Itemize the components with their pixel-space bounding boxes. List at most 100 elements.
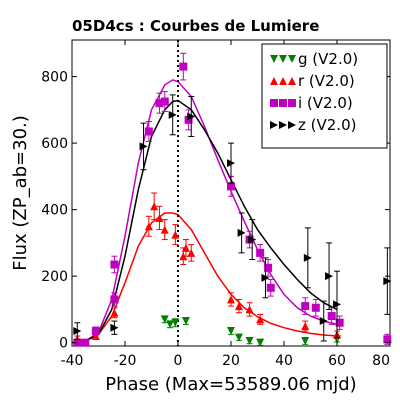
legend-entry-i: i (V2.0) [270, 94, 353, 112]
x-tick-label: 80 [372, 353, 390, 369]
point-r-13 [245, 302, 254, 317]
point-g-7 [256, 338, 265, 347]
legend-marker-g [288, 55, 296, 63]
legend-marker-r [288, 77, 296, 85]
marker-z [168, 110, 177, 119]
point-i-9 [184, 109, 193, 131]
marker-r [187, 248, 196, 257]
point-r-7 [171, 224, 180, 246]
marker-r [110, 308, 119, 317]
marker-g [234, 333, 243, 342]
point-g-6 [245, 337, 254, 346]
chart-title: 05D4cs : Courbes de Lumiere [72, 17, 319, 35]
marker-g [301, 337, 310, 346]
data-points [73, 52, 392, 347]
marker-r [234, 302, 243, 311]
legend-marker-g [279, 55, 287, 63]
point-r-2 [110, 307, 119, 319]
point-r-6 [160, 219, 169, 241]
point-z-8 [261, 257, 270, 299]
marker-i [179, 62, 188, 71]
x-tick-label: 20 [222, 353, 240, 369]
marker-z [383, 277, 392, 286]
point-g-2 [171, 318, 180, 328]
point-i-7 [160, 91, 169, 113]
marker-r [171, 230, 180, 239]
marker-r [91, 332, 100, 341]
y-tick-label: 400 [41, 203, 68, 219]
marker-r [256, 315, 265, 324]
point-g-3 [181, 317, 190, 326]
marker-r [301, 322, 310, 331]
x-tick-label: 60 [328, 353, 346, 369]
legend-label-g: g (V2.0) [298, 50, 358, 68]
point-z-1 [110, 320, 119, 335]
legend-entry-r: r (V2.0) [270, 72, 355, 90]
marker-z [73, 327, 82, 336]
point-g-4 [227, 327, 235, 336]
x-tick-label: -40 [61, 353, 84, 369]
marker-r [150, 202, 159, 211]
marker-r [181, 243, 190, 252]
marker-i [335, 318, 344, 327]
legend-marker-z [288, 121, 296, 129]
x-axis-label: Phase (Max=53589.06 mjd) [105, 374, 356, 395]
legend-marker-z [279, 121, 287, 129]
point-i-18 [335, 315, 344, 330]
marker-i [155, 99, 164, 108]
marker-g [256, 338, 265, 347]
marker-g [227, 327, 235, 336]
point-z-0 [73, 322, 82, 340]
marker-i [266, 283, 275, 292]
point-z-10 [319, 300, 328, 342]
marker-i [264, 263, 273, 272]
marker-z [110, 323, 119, 332]
point-i-5 [144, 120, 153, 142]
marker-i [73, 338, 82, 347]
point-z-12 [333, 270, 341, 339]
legend-marker-i [288, 99, 296, 107]
point-i-6 [155, 92, 164, 114]
point-r-10 [187, 244, 196, 262]
point-g-1 [166, 320, 175, 329]
point-z-9 [303, 227, 312, 289]
y-tick-label: 800 [41, 70, 68, 86]
point-r-12 [234, 298, 243, 314]
point-r-11 [227, 292, 235, 307]
point-i-12 [256, 244, 265, 262]
marker-r [227, 295, 235, 304]
marker-i [184, 115, 193, 124]
y-tick-label: 600 [41, 136, 68, 152]
point-z-6 [237, 212, 246, 254]
marker-i [160, 97, 169, 106]
marker-r [245, 305, 254, 314]
point-r-3 [144, 215, 153, 237]
marker-g [181, 317, 190, 326]
point-z-13 [383, 247, 392, 315]
legend-marker-r [279, 77, 287, 85]
point-i-15 [301, 297, 310, 315]
marker-i [110, 295, 119, 304]
point-z-11 [325, 242, 334, 310]
legend-label-z: z (V2.0) [298, 116, 356, 134]
legend-entry-g: g (V2.0) [270, 50, 358, 68]
point-z-4 [187, 96, 196, 137]
marker-i [227, 182, 235, 191]
marker-i [110, 260, 119, 269]
point-i-4 [110, 255, 119, 274]
legend-label-r: r (V2.0) [298, 72, 355, 90]
legend-label-i: i (V2.0) [298, 94, 353, 112]
marker-i [311, 303, 320, 312]
legend-marker-i [279, 99, 287, 107]
marker-z [237, 228, 246, 237]
point-i-3 [110, 292, 119, 307]
point-z-5 [227, 142, 235, 184]
marker-g [245, 337, 254, 346]
marker-r [144, 222, 153, 231]
point-i-2 [91, 326, 100, 336]
marker-i [301, 302, 310, 311]
point-z-3 [168, 94, 177, 136]
point-r-15 [301, 320, 310, 332]
point-i-8 [179, 52, 188, 81]
